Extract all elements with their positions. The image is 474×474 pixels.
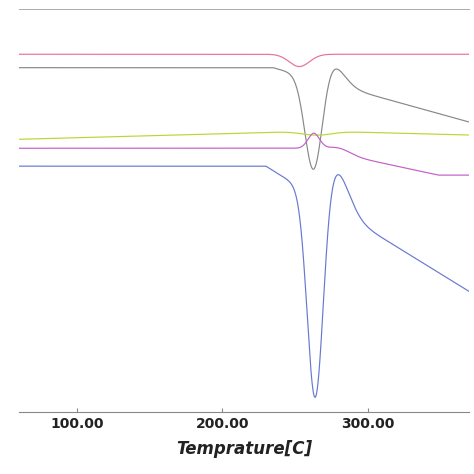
X-axis label: Temprature[C]: Temprature[C] bbox=[176, 439, 312, 457]
